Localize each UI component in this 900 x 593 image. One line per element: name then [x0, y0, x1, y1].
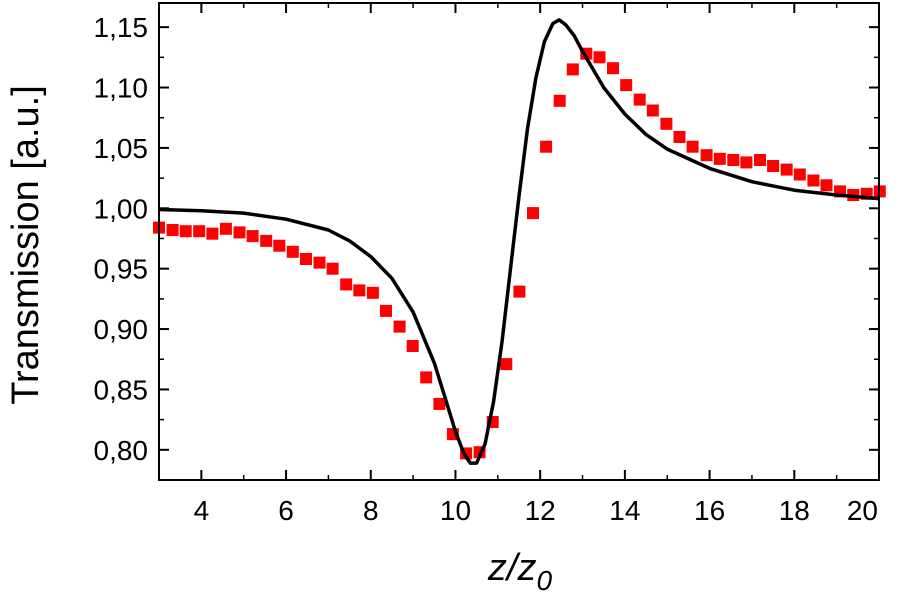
data-point-marker: [646, 104, 659, 117]
y-tick-label: 0,80: [94, 435, 149, 466]
x-tick-label: 12: [525, 495, 556, 526]
x-tick-label: 6: [278, 495, 294, 526]
data-point-marker: [620, 79, 633, 92]
plot-frame: [158, 2, 880, 481]
data-point-marker: [286, 245, 299, 258]
y-tick-label: 1,15: [94, 12, 149, 43]
data-point-marker: [420, 371, 433, 384]
x-tick-label: 10: [440, 495, 471, 526]
y-axis-title: Transmission [a.u.]: [5, 85, 47, 405]
data-point-marker: [780, 163, 793, 176]
x-tick-label: 18: [779, 495, 810, 526]
data-point-marker: [633, 93, 646, 106]
data-point-marker: [660, 117, 673, 130]
data-point-marker: [553, 94, 566, 107]
data-point-marker: [727, 154, 740, 166]
x-tick-label: 8: [363, 495, 379, 526]
data-point-marker: [607, 62, 619, 75]
x-axis-title: z/z0: [487, 547, 553, 593]
data-point-marker: [793, 168, 806, 181]
data-point-marker: [380, 304, 392, 317]
data-point-marker: [300, 253, 312, 265]
data-point-marker: [206, 227, 219, 240]
data-point-marker: [566, 63, 579, 76]
plot-marks: [153, 18, 886, 465]
x-tick-label: 16: [694, 495, 725, 526]
data-point-marker: [540, 140, 553, 153]
y-tick-label: 0,90: [94, 314, 149, 345]
x-tick-label: 14: [609, 495, 640, 526]
data-point-marker: [754, 154, 766, 166]
data-point-marker: [807, 174, 820, 187]
data-point-marker: [193, 225, 206, 238]
data-marker-series: [153, 47, 886, 460]
x-tick-label: 20: [847, 495, 878, 526]
y-axis-ticks: 0,80 0,85 0,90 0,95 1,00 1,05 1,10 1,15: [94, 12, 879, 481]
data-point-marker: [713, 152, 726, 165]
y-tick-label: 1,10: [94, 73, 149, 104]
data-point-marker: [353, 284, 366, 297]
data-point-marker: [340, 278, 353, 291]
data-point-marker: [686, 140, 699, 153]
data-point-marker: [740, 156, 753, 169]
data-point-marker: [233, 226, 246, 239]
data-point-marker: [406, 340, 419, 352]
data-point-marker: [700, 149, 713, 162]
data-point-marker: [326, 262, 339, 275]
fit-curve-line: [158, 18, 880, 465]
data-point-marker: [433, 397, 446, 410]
data-point-marker: [166, 224, 179, 236]
data-point-marker: [673, 131, 686, 143]
data-point-marker: [393, 320, 406, 333]
data-point-marker: [593, 51, 606, 64]
data-point-marker: [273, 239, 286, 252]
data-point-marker: [366, 286, 379, 299]
data-point-marker: [313, 256, 326, 269]
y-tick-label: 0,85: [94, 374, 149, 405]
data-point-marker: [179, 225, 192, 238]
y-tick-label: 1,00: [94, 193, 149, 224]
x-axis-ticks: 4 6 8 10 12 14 16 18 20: [158, 3, 880, 526]
data-point-marker: [820, 179, 833, 192]
data-point-marker: [527, 207, 539, 220]
x-tick-label: 4: [194, 495, 210, 526]
data-point-marker: [219, 222, 232, 235]
data-point-marker: [513, 285, 526, 298]
y-tick-label: 0,95: [94, 254, 149, 285]
data-point-marker: [767, 160, 780, 172]
data-point-marker: [246, 230, 259, 243]
data-point-marker: [260, 234, 273, 247]
data-point-marker: [500, 358, 513, 371]
y-tick-label: 1,05: [94, 133, 149, 164]
